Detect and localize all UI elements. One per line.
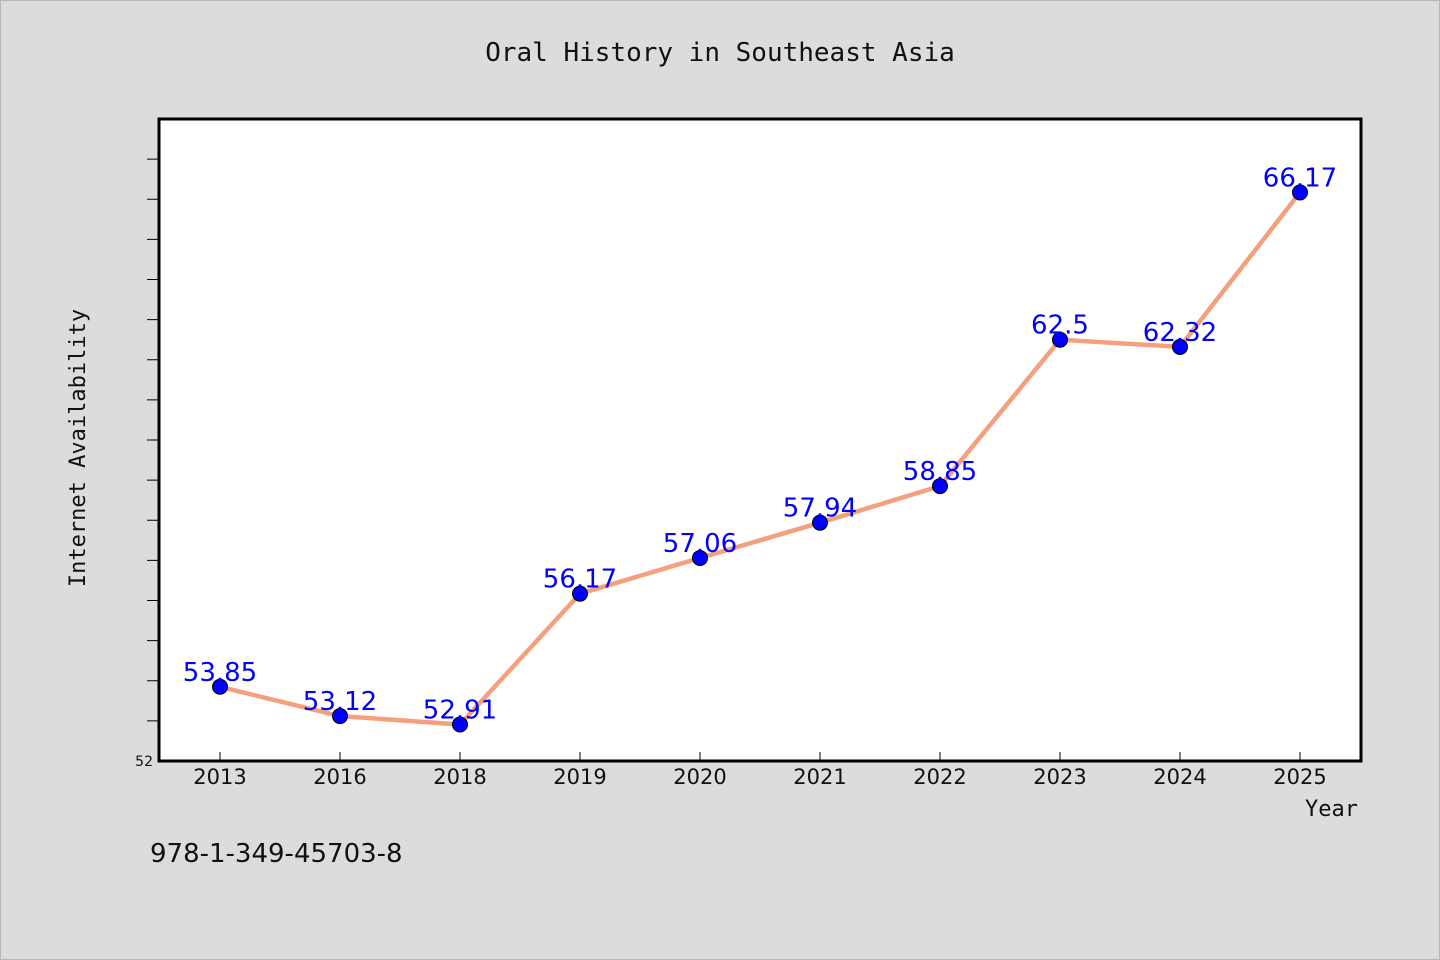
data-label: 53.85 [183,658,257,688]
data-point [1292,184,1308,201]
data-label-layer: 53.85 53.12 52.91 56.17 57.06 57.94 58.85 62.5 6… [183,163,1337,725]
data-point [332,708,348,725]
x-tick-label: 2018 [433,765,486,789]
data-point [692,549,708,566]
data-label: 57.06 [663,529,737,559]
x-tick-label: 2013 [193,765,246,789]
x-tick-label: 2016 [313,765,366,789]
data-point [212,678,228,695]
x-tick-label: 2025 [1273,765,1326,789]
data-label: 56.17 [543,565,617,595]
series-line [217,190,1303,727]
data-point [1052,331,1068,348]
x-axis-title: Year [1305,797,1358,822]
data-label: 52.91 [423,695,497,725]
data-point [932,478,948,495]
x-tick-label: 2019 [553,765,606,789]
data-point [1172,338,1188,355]
x-axis-ticks: 2013 2016 2018 2019 2020 2021 2022 2023 2024 2025 [193,752,1327,789]
x-tick-label: 2024 [1153,765,1206,789]
data-label: 62.32 [1143,318,1217,348]
series-layer [217,190,1303,727]
data-label: 62.5 [1031,311,1089,341]
data-label: 58.85 [903,457,977,487]
x-tick-label: 2023 [1033,765,1086,789]
data-label: 66.17 [1263,163,1337,193]
data-point [452,716,468,733]
data-label: 53.12 [303,687,377,717]
y-axis-title: Internet Availability [66,309,91,587]
isbn-footer: 978-1-349-45703-8 [150,839,403,869]
data-label: 57.94 [783,494,857,524]
y-tick-label: 52 [135,754,153,770]
data-point [812,514,828,531]
x-tick-label: 2021 [793,765,846,789]
plot-area [157,117,1363,763]
x-tick-label: 2020 [673,765,726,789]
marker-layer [212,184,1308,733]
y-axis-ticks: 52 [135,158,159,770]
chart-title: Oral History in Southeast Asia [485,38,955,68]
x-tick-label: 2022 [913,765,966,789]
data-point [572,585,588,602]
